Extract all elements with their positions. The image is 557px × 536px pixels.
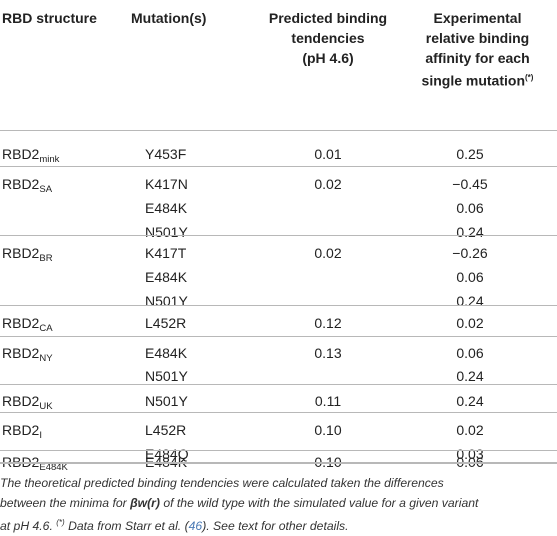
mutation-cell: N501Y	[145, 393, 188, 409]
predicted-cell: 0.11	[314, 393, 342, 409]
reference-link[interactable]: 46	[188, 519, 203, 534]
mutation-cell: N501Y	[145, 224, 188, 240]
row-divider	[0, 336, 557, 337]
predicted-cell: 0.02	[314, 245, 342, 261]
experimental-cell: 0.06	[456, 269, 484, 285]
experimental-cell: −0.45	[452, 176, 488, 192]
footnote-line-3: at pH 4.6. (*) Data from Starr et al. (4…	[0, 518, 349, 534]
experimental-cell: 0.24	[456, 224, 484, 240]
experimental-cell: 0.06	[456, 345, 484, 361]
row-divider	[0, 412, 557, 413]
predicted-cell: 0.10	[314, 422, 342, 438]
rbd-structure-cell: RBD2UK	[2, 393, 53, 412]
rbd-structure-cell: RBD2mink	[2, 146, 60, 165]
mutation-cell: L452R	[145, 422, 187, 438]
predicted-cell: 0.13	[314, 345, 342, 361]
table-bottom-rule	[0, 462, 557, 464]
experimental-cell: 0.25	[456, 146, 484, 162]
rbd-structure-cell: RBD2BR	[2, 245, 53, 264]
mutation-cell: E484K	[145, 200, 188, 216]
rbd-structure-cell: RBD2CA	[2, 315, 53, 334]
mutation-cell: L452R	[145, 315, 187, 331]
experimental-cell: 0.24	[456, 293, 484, 309]
experimental-cell: 0.02	[456, 315, 484, 331]
header-mutations: Mutation(s)	[131, 10, 207, 26]
table-footnote: The theoretical predicted binding tenden…	[0, 473, 552, 536]
header-predicted: Predicted binding tendencies (pH 4.6)	[268, 10, 388, 66]
row-divider	[0, 166, 557, 167]
rbd-structure-cell: RBD2I	[2, 422, 42, 441]
experimental-cell: 0.24	[456, 393, 484, 409]
mutation-cell: N501Y	[145, 368, 188, 384]
header-rbd-structure: RBD structure	[2, 10, 97, 26]
predicted-cell: 0.12	[314, 315, 342, 331]
header-experimental: Experimental relative binding affinity f…	[421, 10, 534, 89]
rbd-structure-cell: RBD2SA	[2, 176, 53, 195]
experimental-cell: 0.02	[456, 422, 484, 438]
footnote-line-2: between the minima for βw(r) of the wild…	[0, 496, 479, 510]
mutation-cell: N501Y	[145, 293, 188, 309]
mutation-cell: Y453F	[145, 146, 187, 162]
mutation-cell: E484K	[145, 345, 188, 361]
experimental-cell: −0.26	[452, 245, 488, 261]
predicted-cell: 0.02	[314, 176, 342, 192]
mutation-cell: K417T	[145, 245, 187, 261]
predicted-cell: 0.01	[314, 146, 342, 162]
footnote-line-1: The theoretical predicted binding tenden…	[0, 476, 444, 490]
table-header: RBD structure Mutation(s) Predicted bind…	[0, 0, 557, 118]
mutation-cell: E484K	[145, 269, 188, 285]
row-divider	[0, 450, 557, 451]
experimental-cell: 0.24	[456, 368, 484, 384]
header-rule	[0, 130, 557, 131]
mutation-cell: K417N	[145, 176, 188, 192]
rbd-structure-cell: RBD2NY	[2, 345, 53, 364]
row-divider	[0, 384, 557, 385]
experimental-cell: 0.06	[456, 200, 484, 216]
row-divider	[0, 235, 557, 236]
row-divider	[0, 305, 557, 306]
